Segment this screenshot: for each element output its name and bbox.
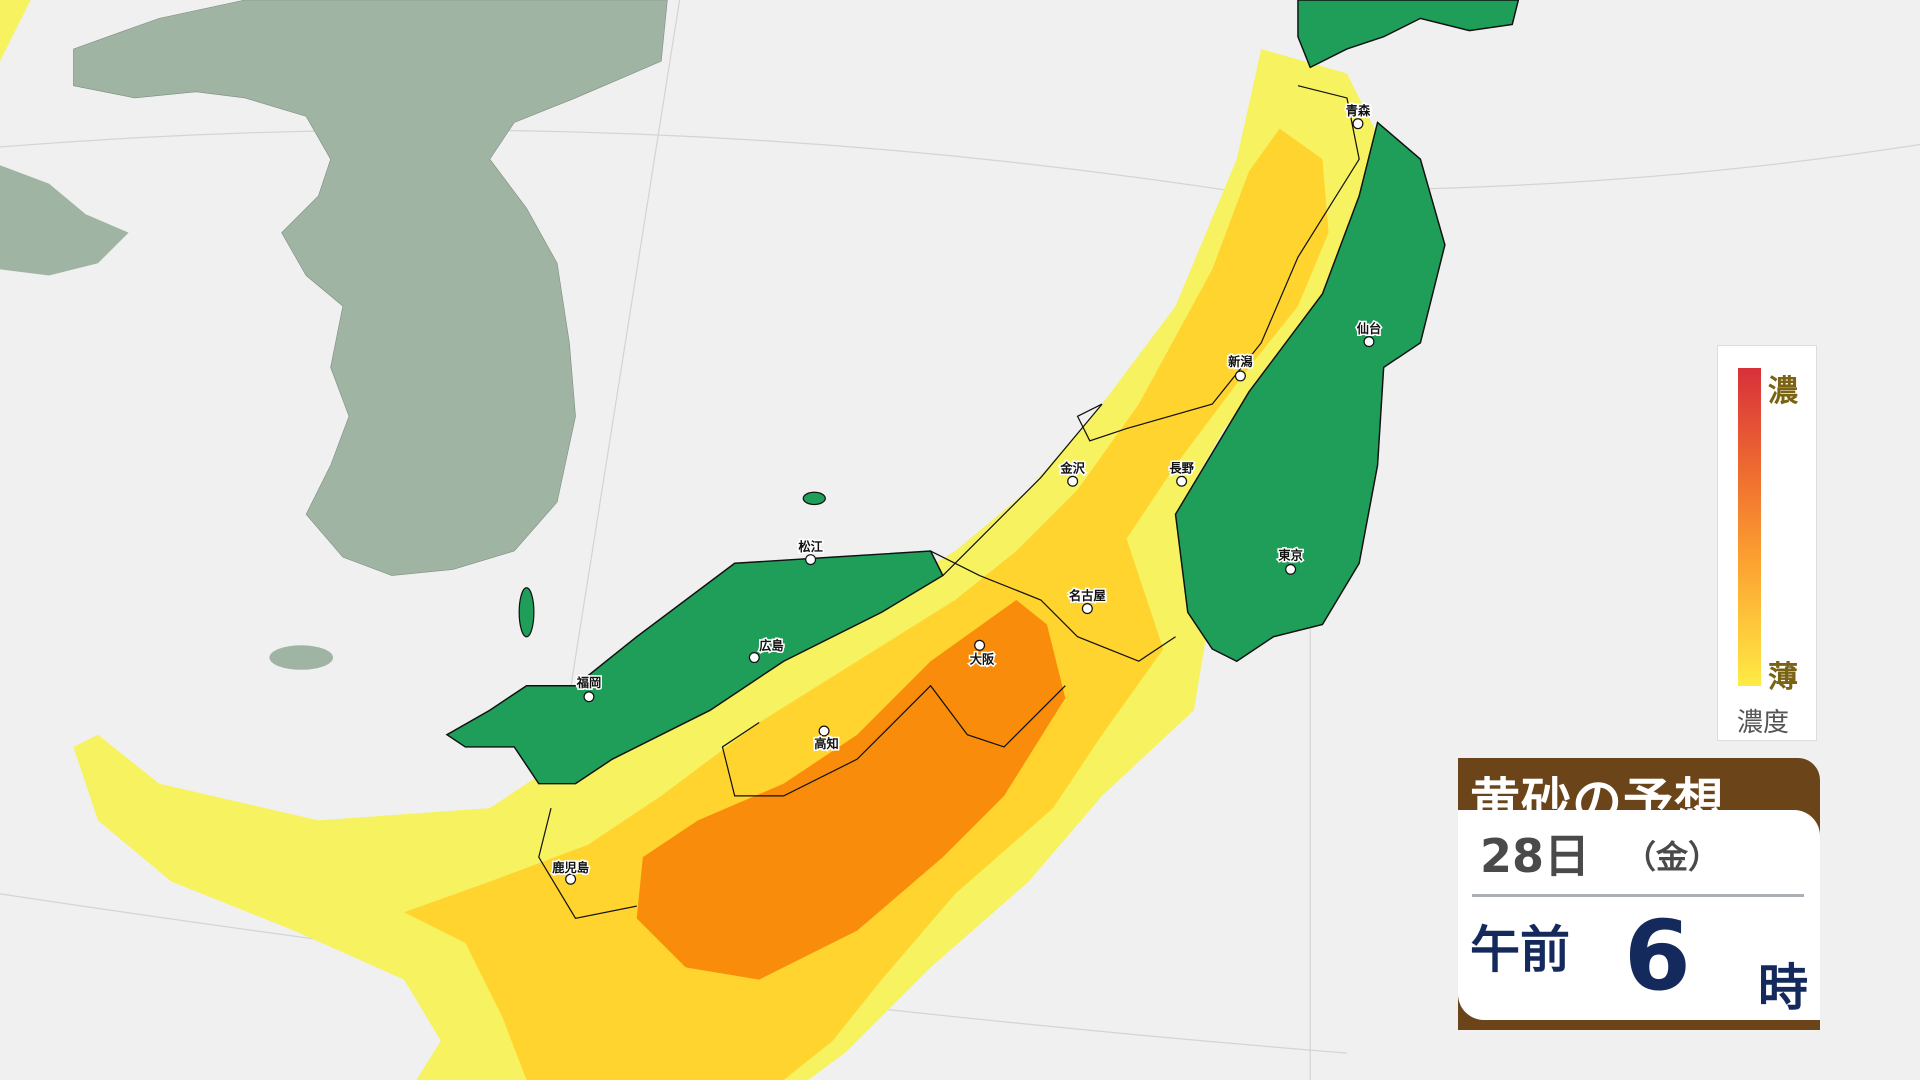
city-nagano: 長野 (1168, 459, 1196, 487)
forecast-weekday: （金） (1624, 838, 1721, 876)
city-label: 名古屋 (1069, 588, 1106, 603)
city-fukuoka: 福岡 (574, 673, 603, 703)
concentration-color-bar (1738, 368, 1761, 686)
forecast-hour-unit: 時 (1758, 959, 1808, 1017)
forecast-ampm: 午前 (1470, 921, 1570, 979)
city-label: 長野 (1169, 461, 1194, 476)
oki-island (802, 491, 826, 506)
city-label: 東京 (1278, 548, 1302, 563)
shandong-landmass (0, 165, 129, 276)
city-kochi: 高知 (813, 725, 840, 753)
city-sendai: 仙台 (1355, 320, 1383, 348)
dust-area-medium (404, 128, 1329, 1080)
divider (1472, 894, 1804, 897)
dust-area-heavy (636, 600, 1066, 980)
japan-tohoku-kanto-clear (1174, 121, 1446, 663)
tsushima-island (518, 587, 535, 638)
city-label: 仙台 (1357, 321, 1381, 336)
city-niigata: 新潟 (1227, 353, 1254, 382)
city-label: 高知 (814, 736, 838, 751)
city-label: 金沢 (1059, 461, 1085, 476)
city-label: 広島 (759, 638, 783, 653)
city-label: 大阪 (970, 652, 995, 667)
dust-area-light (73, 48, 1378, 1080)
city-nagoya: 名古屋 (1067, 586, 1107, 615)
city-kagoshima: 鹿児島 (551, 858, 590, 885)
legend-high-label: 濃 (1768, 374, 1798, 409)
city-label: 松江 (798, 539, 822, 554)
concentration-legend: 濃 薄 濃度 (1717, 345, 1817, 741)
legend-low-label: 薄 (1768, 660, 1798, 695)
japan-outline-yellow-regions (538, 85, 1360, 920)
forecast-time-panel: 黄砂の予想 28日 （金） 午前 6 時 (1458, 758, 1820, 1030)
city-label: 新潟 (1228, 354, 1252, 369)
panel-body: 28日 （金） 午前 6 時 (1458, 810, 1820, 1020)
jeju-island (269, 645, 334, 670)
city-hiroshima: 広島 (748, 637, 785, 664)
korea-china-landmass (73, 0, 668, 576)
chugoku-kyushu-clear (445, 550, 944, 785)
city-matsue: 松江 (797, 537, 824, 566)
hokkaido-clear (1297, 0, 1520, 69)
city-tokyo: 東京 (1277, 546, 1304, 575)
city-markers: 青森 仙台 新潟 金沢 長野 松江 名古屋 東京 広島 大阪 福岡 高知 鹿児島 (551, 102, 1383, 885)
dust-area-light-topleft (0, 0, 31, 62)
forecast-date: 28日 (1480, 829, 1591, 883)
city-aomori: 青森 (1344, 102, 1372, 130)
city-kanazawa: 金沢 (1058, 459, 1087, 487)
city-label: 鹿児島 (552, 860, 589, 875)
city-label: 青森 (1346, 103, 1371, 118)
city-label: 福岡 (576, 675, 601, 690)
forecast-hour: 6 (1624, 900, 1691, 1012)
graticule-line (562, 0, 681, 735)
legend-title: 濃度 (1737, 708, 1790, 738)
city-osaka: 大阪 (968, 639, 997, 668)
